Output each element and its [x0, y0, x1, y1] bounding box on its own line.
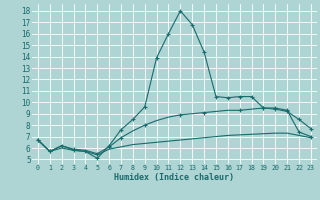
- X-axis label: Humidex (Indice chaleur): Humidex (Indice chaleur): [115, 173, 234, 182]
